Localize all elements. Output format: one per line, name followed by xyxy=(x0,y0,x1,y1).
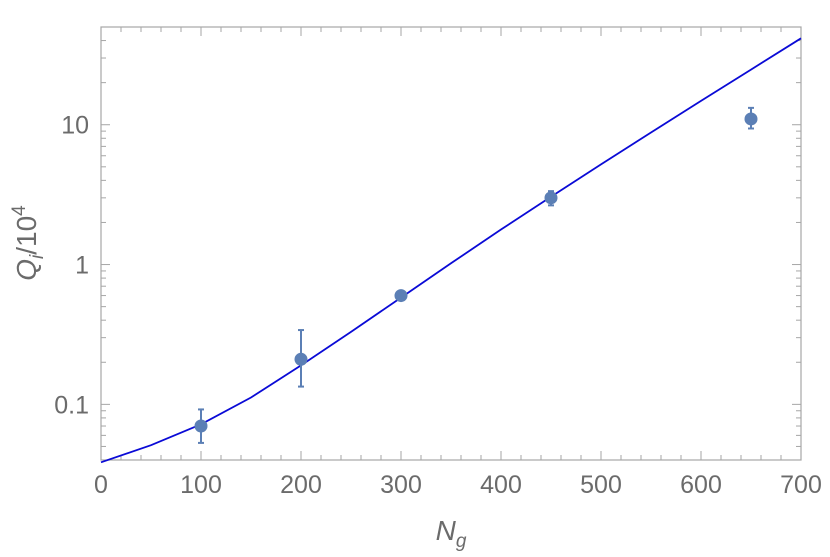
data-point xyxy=(744,106,758,130)
x-tick-label: 200 xyxy=(280,471,322,499)
x-tick-label: 100 xyxy=(180,471,222,499)
data-point xyxy=(544,190,558,207)
x-tick-label: 300 xyxy=(380,471,422,499)
x-axis-label: Ng xyxy=(436,515,467,552)
y-axis-ticks: 0.1 1 10 xyxy=(54,112,801,419)
y-axis-label: Qi/104 xyxy=(9,205,48,281)
point-marker xyxy=(744,112,758,126)
point-marker xyxy=(394,289,408,303)
minor-ticks xyxy=(101,26,801,461)
fit-line xyxy=(100,37,802,464)
point-marker xyxy=(194,419,208,433)
x-axis-ticks: 0 100 200 300 400 500 600 700 xyxy=(94,27,822,499)
x-tick-label: 700 xyxy=(780,471,822,499)
x-tick-label: 500 xyxy=(580,471,622,499)
point-marker xyxy=(294,352,308,366)
x-tick-label: 400 xyxy=(480,471,522,499)
data-point xyxy=(294,329,308,388)
y-tick-label: 1 xyxy=(75,252,89,280)
data-point xyxy=(394,289,408,303)
x-tick-label: 0 xyxy=(94,471,108,499)
plot-frame xyxy=(100,26,802,461)
y-tick-label: 0.1 xyxy=(54,391,89,419)
data-point xyxy=(194,408,208,444)
x-tick-label: 600 xyxy=(680,471,722,499)
y-tick-label: 10 xyxy=(61,112,89,140)
point-marker xyxy=(544,191,558,205)
data-points xyxy=(194,106,758,444)
